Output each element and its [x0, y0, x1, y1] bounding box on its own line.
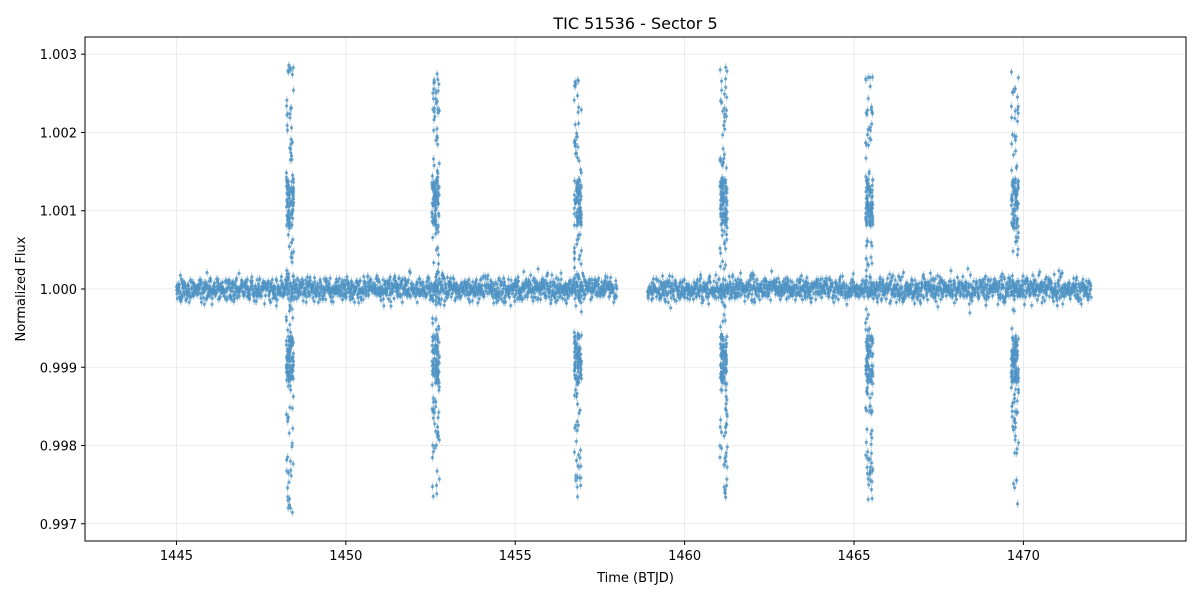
x-tick-label: 1450 [329, 549, 362, 564]
x-tick-label: 1470 [1007, 549, 1040, 564]
y-axis-ticks: 0.997 0.998 0.999 1.000 1.001 1.002 1.003 [40, 48, 85, 533]
y-tick-label: 1.002 [40, 126, 77, 141]
chart-title: TIC 51536 - Sector 5 [552, 14, 717, 33]
x-tick-label: 1455 [499, 549, 532, 564]
x-tick-label: 1445 [160, 549, 193, 564]
y-tick-label: 1.001 [40, 205, 77, 220]
data-points [174, 61, 1093, 517]
x-axis-ticks: 1445 1450 1455 1460 1465 1470 [160, 541, 1040, 564]
x-tick-label: 1465 [837, 549, 870, 564]
data-point-markers [174, 63, 1093, 515]
y-tick-label: 1.000 [40, 283, 77, 298]
y-tick-label: 0.998 [40, 440, 77, 455]
x-axis-label: Time (BTJD) [596, 571, 674, 586]
y-tick-label: 1.003 [40, 48, 77, 63]
y-axis-label: Normalized Flux [14, 236, 29, 341]
x-tick-label: 1460 [668, 549, 701, 564]
y-tick-label: 0.997 [40, 518, 77, 533]
y-tick-label: 0.999 [40, 361, 77, 376]
